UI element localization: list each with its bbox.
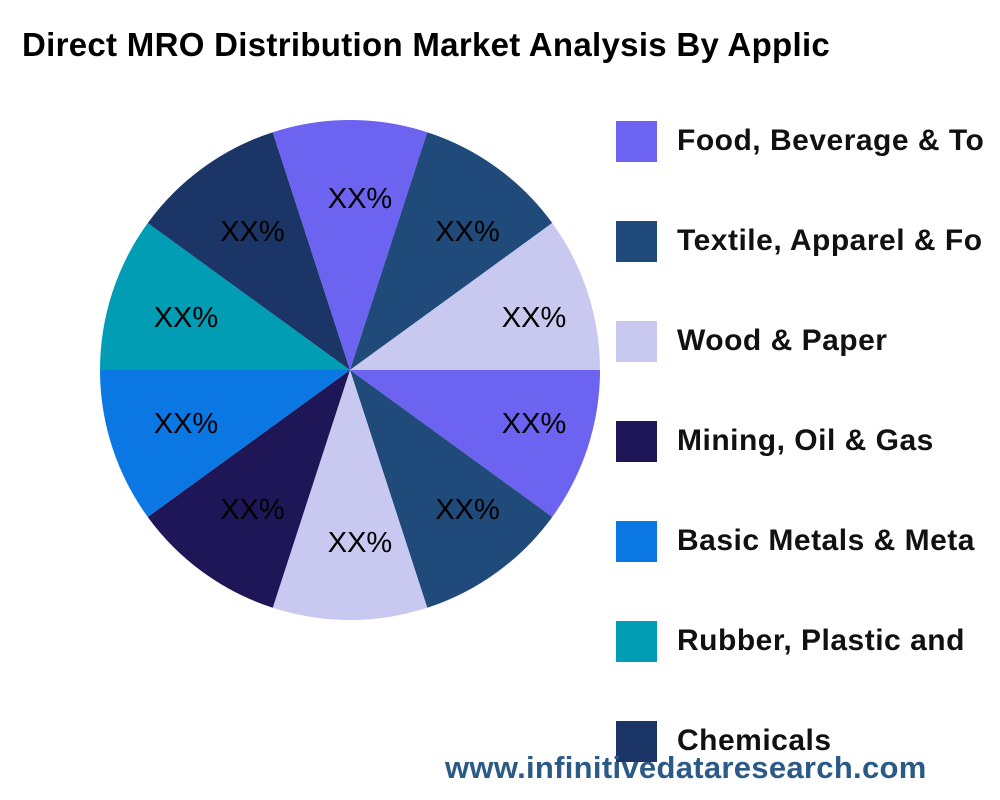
legend-item: Food, Beverage & To xyxy=(616,120,984,162)
watermark-url: www.infinitivedataresearch.com xyxy=(445,750,927,785)
legend-swatch xyxy=(616,720,657,762)
pie-slice xyxy=(350,223,600,370)
pie-slice xyxy=(100,370,350,517)
legend-label: Mining, Oil & Gas xyxy=(677,424,934,457)
legend-swatch xyxy=(616,120,657,162)
legend-swatch xyxy=(616,320,657,362)
pie-slice xyxy=(272,370,428,620)
slice-data-label: XX% xyxy=(502,408,566,440)
legend-swatch xyxy=(616,620,657,662)
legend-item: Chemicals xyxy=(616,720,832,762)
pie-slice xyxy=(100,223,350,370)
pie-slice xyxy=(147,132,350,370)
slice-data-label: XX% xyxy=(220,494,284,526)
slice-data-label: XX% xyxy=(435,216,499,248)
slice-data-label: XX% xyxy=(220,216,284,248)
slice-data-label: XX% xyxy=(154,302,218,334)
slice-data-label: XX% xyxy=(328,527,392,559)
legend-item: Wood & Paper xyxy=(616,320,887,362)
legend-label: Food, Beverage & To xyxy=(677,124,985,157)
slice-data-label: XX% xyxy=(154,408,218,440)
slice-data-label: XX% xyxy=(328,183,392,215)
legend-label: Chemicals xyxy=(677,724,832,757)
legend-item: Basic Metals & Meta xyxy=(616,520,975,562)
pie-slice xyxy=(350,132,553,370)
pie-slice xyxy=(147,370,350,608)
legend-label: Wood & Paper xyxy=(677,324,888,357)
legend-swatch xyxy=(616,420,657,462)
slice-data-label: XX% xyxy=(435,494,499,526)
legend-swatch xyxy=(616,220,657,262)
legend-label: Textile, Apparel & Fo xyxy=(677,224,983,257)
pie-slice xyxy=(350,370,553,608)
legend-item: Rubber, Plastic and xyxy=(616,620,965,662)
legend-item: Textile, Apparel & Fo xyxy=(616,220,983,262)
legend-label: Basic Metals & Meta xyxy=(677,524,975,557)
legend-swatch xyxy=(616,520,657,562)
legend-item: Mining, Oil & Gas xyxy=(616,420,934,462)
legend-label: Rubber, Plastic and xyxy=(677,624,965,657)
slice-data-label: XX% xyxy=(502,302,566,334)
chart-title: Direct MRO Distribution Market Analysis … xyxy=(22,26,831,63)
pie-slice xyxy=(272,119,428,370)
pie-slice xyxy=(350,370,600,517)
